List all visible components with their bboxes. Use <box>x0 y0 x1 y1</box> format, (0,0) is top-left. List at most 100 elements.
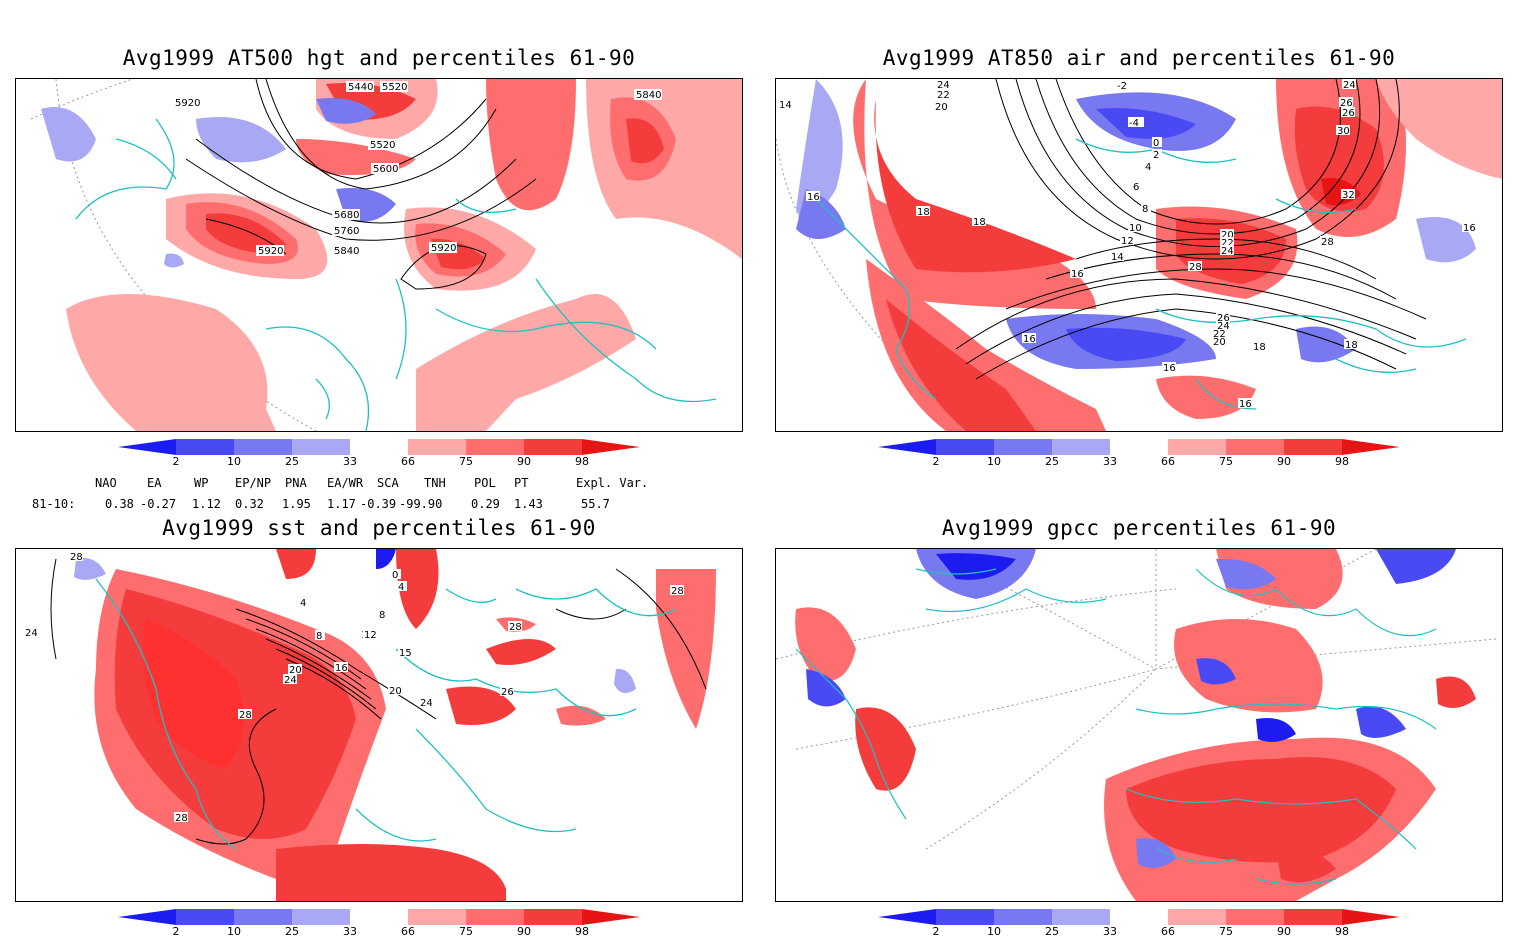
colorbar-tick: 33 <box>343 455 357 465</box>
index-header: EP/NP <box>235 476 272 490</box>
contour-label: 28 <box>1321 237 1334 248</box>
contour-label: -4 <box>1129 118 1139 129</box>
contour-label: 5920 <box>258 246 283 257</box>
contour-label: 28 <box>509 622 522 633</box>
contour-label: 5920 <box>175 98 200 109</box>
contour-label: 30 <box>1337 126 1350 137</box>
index-row-label: 81-10: <box>32 497 76 511</box>
contour-label: 24 <box>25 628 38 639</box>
index-value: 1.17 <box>327 497 356 511</box>
contour-label: 20 <box>389 686 402 697</box>
index-value: -99.90 <box>399 497 443 511</box>
colorbar-tick: 10 <box>987 925 1001 935</box>
index-value: 1.95 <box>282 497 311 511</box>
colorbar-tick: 98 <box>575 455 589 465</box>
contour-label: 16 <box>1463 223 1476 234</box>
colorbar-tick: 33 <box>1103 455 1117 465</box>
colorbar-tick: 10 <box>227 455 241 465</box>
contour-label: 14 <box>1111 252 1124 263</box>
contour-label: 16 <box>1239 399 1252 410</box>
contour-label: 2 <box>1153 150 1159 161</box>
colorbar-tick: 75 <box>459 925 473 935</box>
colorbar-tick: 90 <box>1277 455 1291 465</box>
map-panel-gpcc <box>775 548 1503 902</box>
index-value: 1.43 <box>514 497 543 511</box>
map-panel-hgt500: 5440 5520 5920 5840 5520 5600 5680 5760 … <box>15 78 743 432</box>
colorbar-tick: 25 <box>1045 925 1059 935</box>
panel-title-gpcc: Avg1999 gpcc percentiles 61-90 <box>941 516 1337 540</box>
index-header: TNH <box>424 476 446 490</box>
contour-label: 24 <box>420 698 433 709</box>
colorbar-tick: 25 <box>1045 455 1059 465</box>
contour-label: 8 <box>379 610 385 621</box>
colorbar-tick: 2 <box>933 925 940 935</box>
contour-label: 10 <box>1129 223 1142 234</box>
contour-label: 15 <box>399 648 412 659</box>
contour-label: 6 <box>1133 182 1139 193</box>
panel-title-sst: Avg1999 sst and percentiles 61-90 <box>162 516 596 540</box>
contour-label: 26 <box>1217 313 1230 324</box>
contour-label: 4 <box>300 598 306 609</box>
index-header: WP <box>194 476 209 490</box>
colorbar-tick: 25 <box>285 455 299 465</box>
colorbar-tick: 66 <box>1161 925 1175 935</box>
panel-title-hgt500: Avg1999 AT500 hgt and percentiles 61-90 <box>122 46 636 70</box>
colorbar-tick: 66 <box>401 455 415 465</box>
hgt500-map: 5440 5520 5920 5840 5520 5600 5680 5760 … <box>30 79 742 431</box>
colorbar-tick: 25 <box>285 925 299 935</box>
colorbar-tick: 33 <box>1103 925 1117 935</box>
index-value: 0.38 <box>105 497 134 511</box>
colorbar-tick: 66 <box>401 925 415 935</box>
contour-label: 28 <box>671 586 684 597</box>
sst-map: 28 24 4 8 12 16 20 24 28 28 28 24 0 4 8 … <box>24 549 716 901</box>
colorbar-tick: 90 <box>517 925 531 935</box>
colorbar-tick: 2 <box>173 455 180 465</box>
contour-label: 20 <box>289 665 302 676</box>
contour-label: 28 <box>70 552 83 563</box>
contour-label: 14 <box>779 100 792 111</box>
contour-label: 16 <box>1023 334 1036 345</box>
contour-label: 4 <box>398 582 404 593</box>
contour-label: 32 <box>1342 190 1355 201</box>
colorbar-tick: 75 <box>1219 455 1233 465</box>
contour-label: 20 <box>935 102 948 113</box>
contour-label: 0 <box>1153 138 1159 149</box>
contour-label: 18 <box>1253 342 1266 353</box>
contour-label: 28 <box>239 710 252 721</box>
contour-label: 12 <box>364 630 377 641</box>
contour-label: 5840 <box>334 246 359 257</box>
contour-label: 5760 <box>334 226 359 237</box>
colorbar-air850: 2 10 25 33 66 75 90 98 <box>878 439 1400 465</box>
map-panel-air850: 24 22 20 -2 -4 0 2 4 6 8 10 12 14 16 18 … <box>775 78 1503 432</box>
index-header: NAO <box>95 476 117 490</box>
map-panel-sst: 28 24 4 8 12 16 20 24 28 28 28 24 0 4 8 … <box>15 548 743 902</box>
contour-label: 8 <box>1142 204 1148 215</box>
contour-label: 8 <box>316 631 322 642</box>
colorbar-tick: 90 <box>517 455 531 465</box>
colorbar-tick: 10 <box>987 455 1001 465</box>
index-value: 0.29 <box>471 497 500 511</box>
contour-label: 24 <box>937 80 950 91</box>
contour-label: 5520 <box>370 140 395 151</box>
colorbar-tick: 33 <box>343 925 357 935</box>
index-value: 0.32 <box>235 497 264 511</box>
contour-label: 24 <box>1217 321 1230 332</box>
colorbar-tick: 98 <box>1335 925 1349 935</box>
contour-label: 26 <box>1340 98 1353 109</box>
colorbar-tick: 98 <box>575 925 589 935</box>
index-value: -0.27 <box>140 497 177 511</box>
colorbar-tick: 75 <box>459 455 473 465</box>
contour-label: 28 <box>1189 262 1202 273</box>
contour-label: 26 <box>1342 108 1355 119</box>
index-header: EA <box>147 476 162 490</box>
contour-label: 18 <box>973 217 986 228</box>
colorbar-gpcc: 2 10 25 33 66 75 90 98 <box>878 909 1400 935</box>
contour-label: 22 <box>937 90 950 101</box>
index-header: Expl. Var. <box>576 476 649 490</box>
contour-label: 5680 <box>334 210 359 221</box>
contour-label: 22 <box>1221 238 1234 249</box>
index-value: 1.12 <box>192 497 221 511</box>
colorbar-tick: 10 <box>227 925 241 935</box>
colorbar-tick: 90 <box>1277 925 1291 935</box>
index-header: PT <box>514 476 529 490</box>
